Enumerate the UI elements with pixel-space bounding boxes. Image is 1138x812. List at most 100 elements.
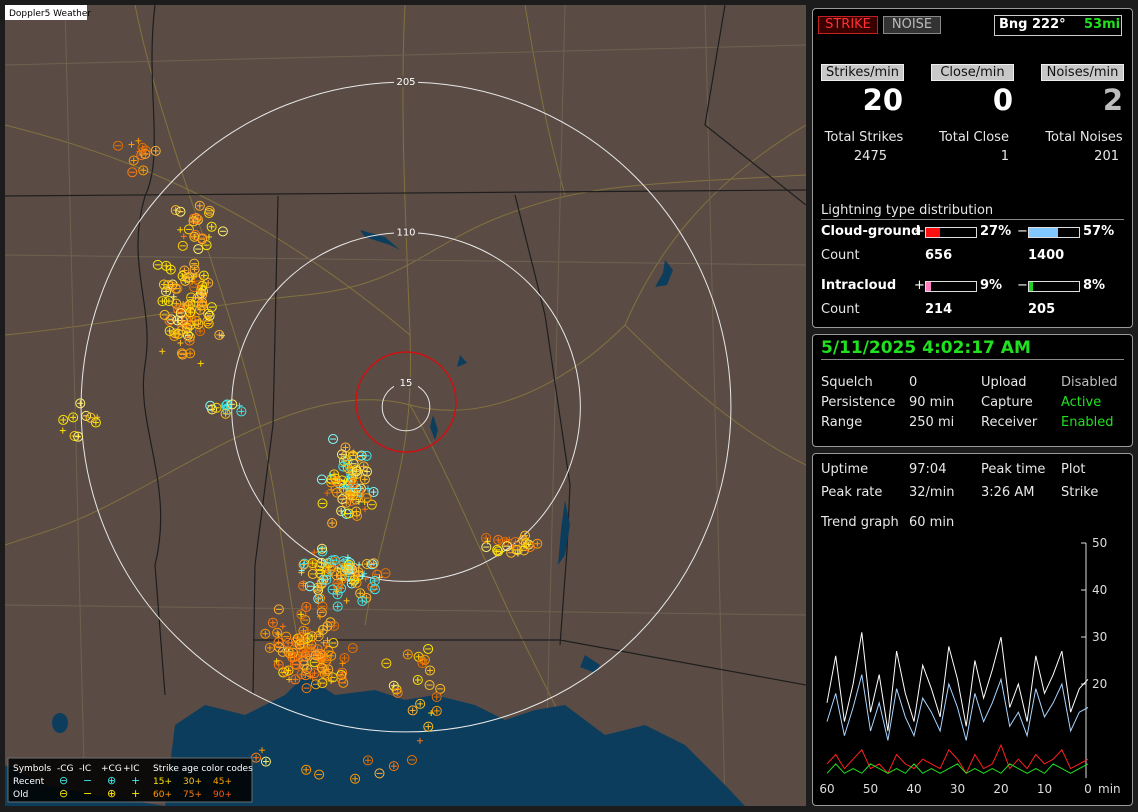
legend-header: +IC xyxy=(123,764,139,774)
setting: Active xyxy=(1061,395,1102,410)
strike-symbol xyxy=(301,663,312,674)
strike-symbol xyxy=(194,200,205,211)
rate-button[interactable]: Noises/min xyxy=(1041,64,1124,81)
strike-symbol xyxy=(267,617,278,628)
strike-symbol xyxy=(316,474,327,485)
strike-symbol xyxy=(330,556,341,567)
setting: Range xyxy=(821,415,863,430)
strike-symbol xyxy=(173,304,184,315)
percent-fill xyxy=(926,282,931,291)
strike-symbol xyxy=(181,322,192,333)
strike-symbol xyxy=(164,325,175,336)
distribution-label: Cloud-ground xyxy=(821,224,921,239)
strike-symbol xyxy=(381,658,392,669)
strike-symbol xyxy=(423,643,434,654)
strike-symbol xyxy=(195,288,206,299)
strike-symbol xyxy=(176,348,187,359)
strike-symbol xyxy=(260,756,271,767)
strike-symbol xyxy=(300,615,311,626)
legend-age-code: 90+ xyxy=(213,790,232,800)
distribution-title: Lightning type distribution xyxy=(821,203,994,218)
strike-symbol xyxy=(198,286,209,297)
count-label: Count xyxy=(821,302,860,317)
rate-button[interactable]: Close/min xyxy=(931,64,1014,81)
y-tick-label: 20 xyxy=(1092,677,1107,691)
strike-symbol xyxy=(321,574,332,585)
strike-symbol xyxy=(327,518,338,529)
strike-symbol xyxy=(431,705,442,716)
strike-symbol xyxy=(281,666,292,677)
strike-symbol xyxy=(341,497,352,508)
strike-symbol xyxy=(295,633,306,644)
strike-symbol xyxy=(113,140,124,151)
strike-symbol xyxy=(204,310,215,321)
strike-symbol xyxy=(362,755,373,766)
sign: − xyxy=(1017,224,1028,239)
strike-symbol xyxy=(190,229,201,240)
strike-symbol xyxy=(317,624,328,635)
strike-symbol xyxy=(336,506,347,517)
legend-header: -CG xyxy=(57,764,74,774)
noise-button[interactable]: NOISE xyxy=(883,16,941,34)
stat: 3:26 AM xyxy=(981,485,1035,500)
strike-symbol xyxy=(317,678,328,689)
strike-symbol xyxy=(336,449,347,460)
strike-symbol xyxy=(317,543,328,554)
strike-symbol xyxy=(159,309,170,320)
strike-symbol xyxy=(367,581,378,592)
strike-symbol xyxy=(301,683,312,694)
strike-button[interactable]: STRIKE xyxy=(818,16,878,34)
strike-symbol xyxy=(272,627,283,638)
strike-symbol xyxy=(351,466,362,477)
ring-label: 205 xyxy=(396,77,415,88)
strike-symbol xyxy=(301,601,312,612)
strike-symbol xyxy=(358,461,369,472)
rate-button[interactable]: Strikes/min xyxy=(821,64,904,81)
strike-symbol xyxy=(203,318,214,329)
x-tick-label: 20 xyxy=(993,782,1008,796)
percent-fill xyxy=(926,228,940,237)
bearing-box xyxy=(994,15,1122,36)
strike-symbol xyxy=(260,628,271,639)
strike-symbol xyxy=(435,683,446,694)
percent-label: 9% xyxy=(980,278,1003,293)
strike-symbol xyxy=(302,633,313,644)
percent-label: 27% xyxy=(980,224,1012,239)
strike-symbol xyxy=(353,567,364,578)
strike-symbol xyxy=(493,534,504,545)
strike-symbol xyxy=(359,474,370,485)
strike-symbol xyxy=(343,508,354,519)
strike-symbol xyxy=(354,451,365,462)
strike-symbol xyxy=(202,316,213,327)
setting: Upload xyxy=(981,375,1027,390)
strike-symbol xyxy=(189,264,200,275)
trend-line xyxy=(826,632,1089,732)
x-unit: min xyxy=(1098,782,1121,796)
strike-symbol xyxy=(349,575,360,586)
trend-line xyxy=(826,763,1089,774)
map-background xyxy=(5,5,806,806)
strike-symbol xyxy=(298,580,309,591)
strike-symbol xyxy=(332,487,343,498)
percent-label: 8% xyxy=(1083,278,1106,293)
strike-symbol xyxy=(327,584,338,595)
setting: 90 min xyxy=(909,395,955,410)
settings-panel xyxy=(812,334,1133,447)
strike-symbol xyxy=(431,692,442,703)
rate-value: 20 xyxy=(862,83,903,117)
strike-symbol xyxy=(184,335,195,346)
strike-symbol xyxy=(183,300,194,311)
x-tick-label: 0 xyxy=(1084,782,1092,796)
x-tick-label: 40 xyxy=(906,782,921,796)
strike-symbol xyxy=(392,687,403,698)
strike-symbol xyxy=(407,705,418,716)
percent-bar xyxy=(925,281,977,292)
strike-symbol xyxy=(319,668,330,679)
setting: Disabled xyxy=(1061,375,1118,390)
strike-symbol xyxy=(307,568,318,579)
strike-symbol xyxy=(203,308,214,319)
divider xyxy=(821,359,1124,360)
stat: Trend graph xyxy=(821,515,899,530)
strike-symbol xyxy=(281,631,292,642)
